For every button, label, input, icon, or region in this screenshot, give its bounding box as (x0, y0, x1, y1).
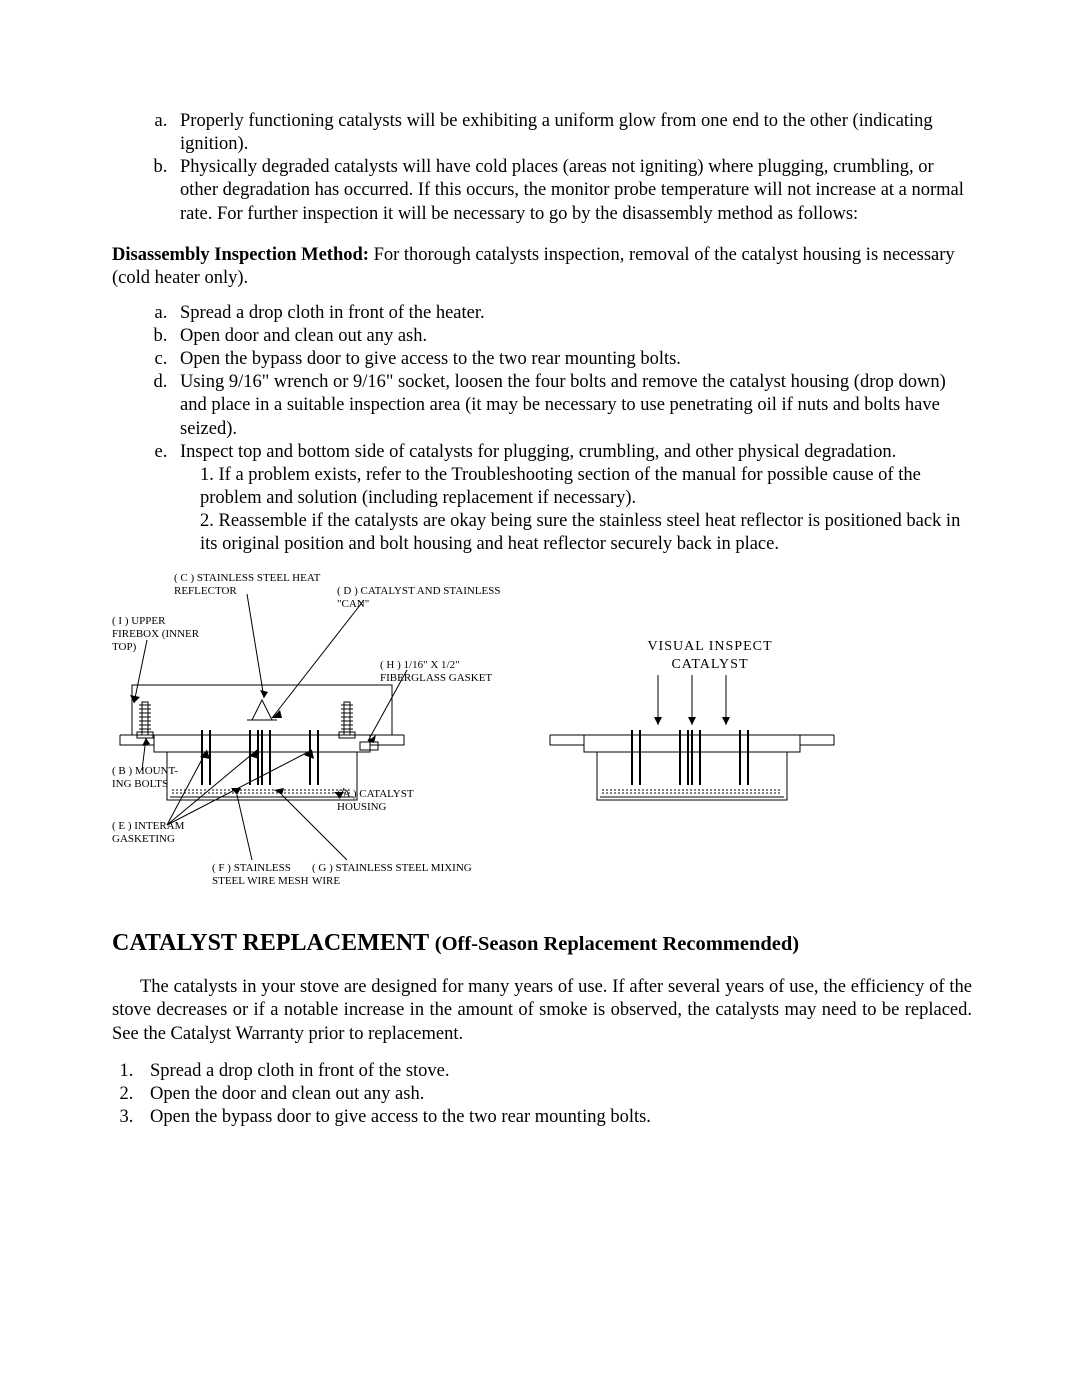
step-d: Using 9/16" wrench or 9/16" socket, loos… (172, 371, 972, 440)
steps-alpha-list: Spread a drop cloth in front of the heat… (112, 302, 972, 556)
heading-main: CATALYST REPLACEMENT (112, 930, 435, 956)
page: Properly functioning catalysts will be e… (0, 0, 1080, 1397)
replacement-step-3: Open the bypass door to give access to t… (138, 1106, 972, 1129)
disassembly-bold: Disassembly Inspection Method: (112, 245, 369, 265)
label-h: ( H ) 1/16" X 1/2" FIBERGLASS GASKET (380, 659, 492, 684)
replacement-step-1: Spread a drop cloth in front of the stov… (138, 1060, 972, 1083)
replacement-paragraph: The catalysts in your stove are designed… (112, 976, 972, 1045)
label-e: ( E ) INTERAM GASKETING (112, 820, 184, 845)
replacement-step-2: Open the door and clean out any ash. (138, 1083, 972, 1106)
label-g: ( G ) STAINLESS STEEL MIXING WIRE (312, 862, 472, 887)
disassembly-paragraph: Disassembly Inspection Method: For thoro… (112, 244, 972, 290)
step-c: Open the bypass door to give access to t… (172, 348, 972, 371)
replacement-steps-list: Spread a drop cloth in front of the stov… (112, 1060, 972, 1129)
label-f: ( F ) STAINLESS STEEL WIRE MESH (212, 862, 309, 887)
heading-sub: (Off-Season Replacement Recommended) (435, 933, 799, 955)
label-i: ( I ) UPPER FIREBOX (INNER TOP) (112, 615, 199, 653)
top-alpha-list: Properly functioning catalysts will be e… (112, 110, 972, 226)
step-e: Inspect top and bottom side of catalysts… (172, 441, 972, 557)
label-a: ( A ) CATALYST HOUSING (337, 788, 414, 813)
catalyst-diagram: ( C ) STAINLESS STEEL HEAT REFLECTOR ( D… (112, 570, 972, 900)
label-b: ( B ) MOUNT- ING BOLTS (112, 765, 178, 790)
section-heading: CATALYST REPLACEMENT (Off-Season Replace… (112, 928, 972, 958)
step-a: Spread a drop cloth in front of the heat… (172, 302, 972, 325)
step-e-text: Inspect top and bottom side of catalysts… (180, 442, 896, 462)
diagram-svg (112, 570, 972, 900)
label-visual-inspect: VISUAL INSPECT CATALYST (620, 638, 800, 673)
label-c: ( C ) STAINLESS STEEL HEAT REFLECTOR (174, 572, 320, 597)
label-d: ( D ) CATALYST AND STAINLESS "CAN" (337, 585, 500, 610)
step-b: Open door and clean out any ash. (172, 325, 972, 348)
list-item-b: Physically degraded catalysts will have … (172, 156, 972, 225)
list-item-a: Properly functioning catalysts will be e… (172, 110, 972, 156)
step-e-sub2: 2. Reassemble if the catalysts are okay … (180, 510, 972, 556)
step-e-sub1: 1. If a problem exists, refer to the Tro… (180, 464, 972, 510)
